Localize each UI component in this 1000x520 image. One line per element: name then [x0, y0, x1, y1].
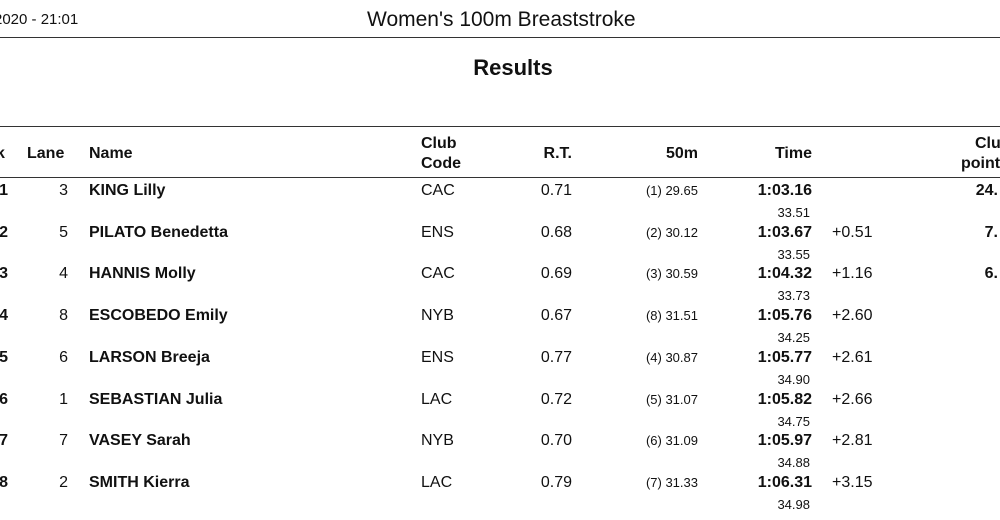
- time-behind: +1.16: [832, 265, 873, 283]
- col-time-header: Time: [774, 145, 812, 162]
- club-code: NYB: [421, 307, 454, 325]
- time-behind: +0.51: [832, 223, 873, 241]
- col-lane-header: Lane: [27, 145, 65, 162]
- rank-cell: 7: [0, 432, 8, 450]
- reaction-time: 0.69: [540, 265, 572, 283]
- lane-cell: 5: [59, 223, 68, 241]
- col-club-points-header-line1: Clu: [975, 135, 1000, 152]
- split-second-50m: 33.55: [777, 246, 810, 262]
- swimmer-name: PILATO Benedetta: [89, 223, 228, 241]
- final-time: 1:03.67: [757, 223, 812, 241]
- reaction-time: 0.67: [540, 307, 572, 325]
- swimmer-name: HANNIS Molly: [89, 265, 196, 283]
- time-behind: +2.61: [832, 348, 873, 366]
- col-club-code-header-line1: Club: [421, 135, 457, 152]
- col-rank-header: k: [0, 145, 5, 162]
- final-time: 1:05.76: [757, 307, 812, 325]
- split-second-50m: 34.25: [777, 330, 810, 346]
- rank-cell: 3: [0, 265, 8, 283]
- time-behind: +2.60: [832, 307, 873, 325]
- final-time: 1:04.32: [757, 265, 812, 283]
- club-points: 6.: [984, 265, 998, 283]
- swimmer-name: VASEY Sarah: [89, 432, 191, 450]
- header-divider: [0, 37, 1000, 38]
- section-title: Results: [473, 55, 553, 80]
- rank-cell: 2: [0, 223, 8, 241]
- rank-cell: 5: [0, 348, 8, 366]
- lane-cell: 6: [59, 348, 68, 366]
- club-code: LAC: [421, 473, 453, 491]
- split-50m: (5) 31.07: [645, 391, 698, 407]
- split-50m: (8) 31.51: [645, 308, 698, 324]
- lane-cell: 7: [59, 432, 68, 450]
- split-second-50m: 34.75: [777, 413, 810, 429]
- club-points: 24.: [975, 182, 998, 199]
- rank-cell: 8: [0, 473, 8, 491]
- final-time: 1:05.77: [757, 348, 812, 366]
- reaction-time: 0.71: [540, 182, 572, 199]
- rank-cell: 1: [0, 182, 8, 199]
- col-split50-header: 50m: [665, 145, 698, 162]
- final-time: 1:03.16: [757, 182, 812, 199]
- club-code: NYB: [421, 432, 454, 450]
- split-second-50m: 34.98: [777, 496, 810, 512]
- split-50m: (6) 31.09: [645, 433, 698, 449]
- lane-cell: 1: [59, 390, 68, 408]
- table-header-divider: [0, 177, 1000, 178]
- reaction-time: 0.79: [540, 473, 572, 491]
- swimmer-name: LARSON Breeja: [89, 348, 210, 366]
- club-code: ENS: [421, 223, 454, 241]
- club-points: 7.: [984, 223, 998, 241]
- reaction-time: 0.72: [540, 390, 572, 408]
- col-rt-header: R.T.: [543, 145, 572, 162]
- club-code: CAC: [421, 182, 455, 199]
- final-time: 1:05.97: [757, 432, 812, 450]
- swimmer-name: SMITH Kierra: [89, 473, 190, 491]
- swimmer-name: SEBASTIAN Julia: [89, 390, 223, 408]
- table-top-divider: [0, 126, 1000, 127]
- date-time: 2020 - 21:01: [0, 11, 79, 28]
- split-50m: (7) 31.33: [645, 474, 698, 490]
- split-50m: (4) 30.87: [645, 349, 698, 365]
- lane-cell: 8: [59, 307, 68, 325]
- reaction-time: 0.70: [540, 432, 572, 450]
- split-second-50m: 34.88: [777, 455, 810, 471]
- time-behind: +2.66: [832, 390, 873, 408]
- split-second-50m: 34.90: [777, 371, 810, 387]
- col-name-header: Name: [89, 145, 133, 162]
- reaction-time: 0.77: [540, 348, 572, 366]
- swimmer-name: KING Lilly: [89, 182, 166, 199]
- time-behind: +2.81: [832, 432, 873, 450]
- split-second-50m: 33.73: [777, 288, 810, 304]
- lane-cell: 3: [59, 182, 68, 199]
- split-50m: (3) 30.59: [645, 266, 698, 282]
- club-code: CAC: [421, 265, 455, 283]
- lane-cell: 2: [59, 473, 68, 491]
- split-50m: (2) 30.12: [645, 224, 698, 240]
- split-50m: (1) 29.65: [645, 183, 698, 198]
- swimmer-name: ESCOBEDO Emily: [89, 307, 228, 325]
- event-title: Women's 100m Breaststroke: [367, 8, 636, 31]
- lane-cell: 4: [59, 265, 68, 283]
- time-behind: +3.15: [832, 473, 873, 491]
- reaction-time: 0.68: [540, 223, 572, 241]
- club-code: ENS: [421, 348, 454, 366]
- final-time: 1:05.82: [757, 390, 812, 408]
- col-club-code-header-line2: Code: [421, 155, 461, 172]
- rank-cell: 6: [0, 390, 8, 408]
- split-second-50m: 33.51: [777, 205, 810, 220]
- col-club-points-header-line2: point: [961, 155, 1000, 172]
- final-time: 1:06.31: [757, 473, 812, 491]
- rank-cell: 4: [0, 307, 8, 325]
- club-code: LAC: [421, 390, 453, 408]
